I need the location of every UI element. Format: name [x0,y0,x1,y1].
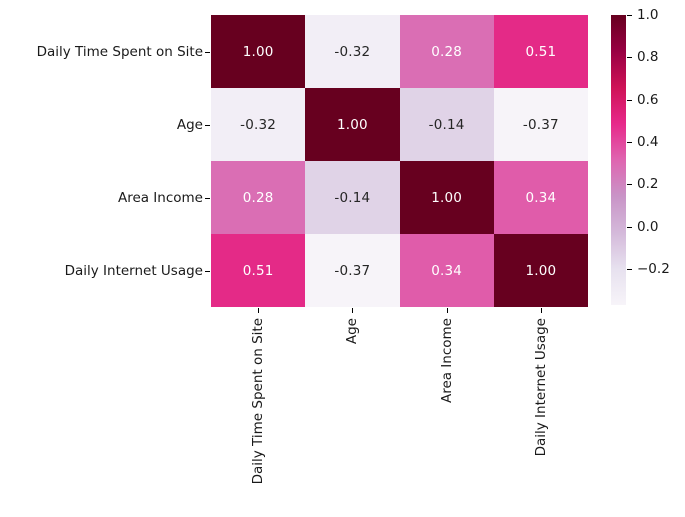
colorbar-tick-mark [627,57,632,59]
heatmap-cell: 0.51 [493,15,588,88]
heatmap-cell: -0.14 [399,88,494,161]
cell-value: 0.51 [525,43,557,60]
cell-value: 1.00 [336,116,368,133]
colorbar-tick-mark [627,226,632,228]
heatmap-cell: -0.14 [305,161,400,234]
y-tick-mark [205,124,210,126]
cell-value: -0.14 [334,189,371,206]
heatmap-cell: 1.00 [211,15,306,88]
y-tick-label: Daily Time Spent on Site [36,43,203,60]
cell-value: -0.37 [522,116,559,133]
x-tick-label: Daily Time Spent on Site [250,318,267,485]
y-tick-mark [205,197,210,199]
x-tick-label: Area Income [438,318,455,404]
cell-value: 1.00 [431,189,463,206]
cell-value: 0.34 [525,189,557,206]
x-tick-mark [258,308,260,313]
heatmap-plot-area: 1.00 -0.32 0.28 0.51 -0.32 1.00 -0.14 -0.37 0.28… [211,15,588,307]
colorbar-tick-label: 0.0 [637,218,659,235]
cell-value: -0.14 [428,116,465,133]
heatmap-cell: 1.00 [305,88,400,161]
heatmap-cell: -0.32 [305,15,400,88]
cell-value: 1.00 [242,43,274,60]
colorbar-tick-label: −0.2 [637,261,670,277]
cell-value: -0.32 [334,43,371,60]
cell-value: 0.28 [431,43,463,60]
colorbar-tick-label: 1.0 [637,7,659,23]
cell-value: 0.34 [431,262,463,279]
colorbar-tick-mark [627,142,632,143]
heatmap-cell: 0.34 [399,234,494,307]
heatmap-cell: -0.32 [211,88,306,161]
colorbar-tick-label: 0.8 [637,49,659,66]
heatmap-cell: -0.37 [493,88,588,161]
y-tick-label: Daily Internet Usage [64,262,203,279]
heatmap-cell: 0.51 [211,234,306,307]
heatmap-cell: 1.00 [399,161,494,234]
x-tick-label: Age [344,318,361,345]
heatmap-cell: 0.28 [211,161,306,234]
colorbar-tick-mark [627,269,632,270]
colorbar-tick-label: 0.2 [637,176,659,193]
colorbar-tick-mark [627,184,632,186]
colorbar-tick-mark [627,99,632,101]
heatmap-cell: 0.28 [399,15,494,88]
colorbar-tick-label: 0.6 [637,91,659,108]
colorbar-tick-mark [627,15,632,16]
y-tick-label: Area Income [117,189,203,206]
heatmap-cell: 1.00 [493,234,588,307]
cell-value: -0.32 [240,116,277,133]
x-tick-mark [446,308,448,313]
heatmap-cell: -0.37 [305,234,400,307]
y-tick-mark [205,51,210,53]
x-tick-mark [352,308,354,313]
x-tick-mark [540,308,542,313]
cell-value: 1.00 [525,262,557,279]
cell-value: -0.37 [334,262,371,279]
cell-value: 0.51 [242,262,274,279]
y-tick-label: Age [176,116,203,133]
colorbar [611,15,626,305]
colorbar-tick-label: 0.4 [637,134,659,150]
heatmap-cell: 0.34 [493,161,588,234]
x-tick-label: Daily Internet Usage [532,318,549,457]
y-tick-mark [205,270,210,272]
cell-value: 0.28 [242,189,274,206]
